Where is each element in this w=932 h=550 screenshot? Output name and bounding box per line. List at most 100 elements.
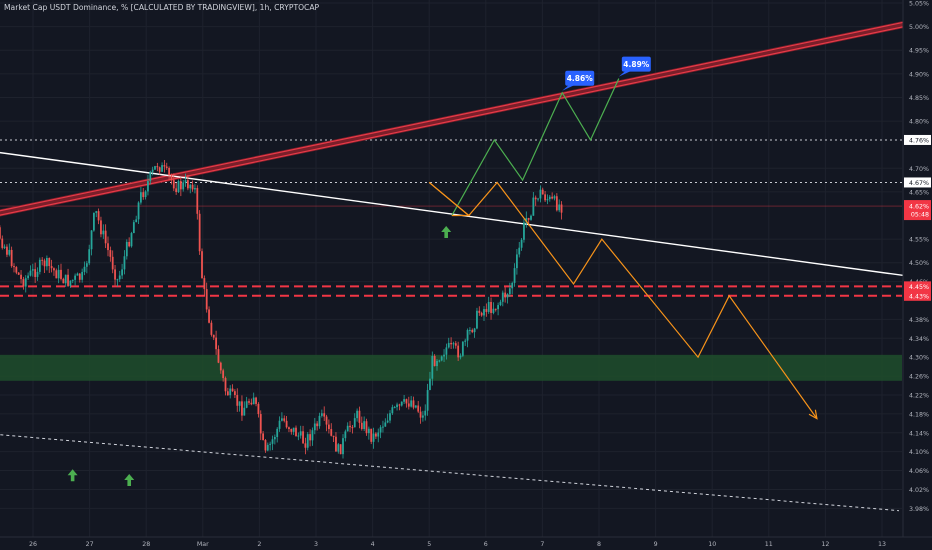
candle-down [15,267,18,273]
candle-up [90,230,93,250]
x-tick-label: 26 [29,541,37,548]
candle-up [46,257,48,267]
current-price-badge [904,200,931,221]
time-axis [0,537,932,550]
candle-up [182,182,185,190]
price-callout-box [565,70,595,86]
candle-up [377,432,380,437]
candle-up [135,219,138,223]
candle-down [504,292,507,298]
candle-up [440,356,443,361]
candle-down [255,397,257,404]
y-tick-label: 4.10% [909,449,929,456]
candle-down [210,322,213,335]
candle-up [57,269,60,279]
candle-up [238,401,241,406]
candle-down [330,429,333,436]
support-trendline [0,434,900,512]
candle-up [501,292,504,302]
candle-down [78,273,81,280]
x-tick-label: 4 [371,541,375,548]
candle-down [335,436,337,452]
candle-up [445,347,448,355]
candle-up [386,420,389,423]
candle-down [248,401,250,403]
candle-up [414,405,417,408]
candle-up [396,404,398,408]
candle-down [212,334,215,338]
candle-up [487,301,490,312]
candle-up [276,428,279,438]
candle-down [234,391,236,396]
candle-up [245,401,248,408]
candle-up [74,275,76,280]
price-level-badge-label: 4.67% [909,180,929,187]
candle-up [497,305,499,310]
candle-down [224,378,227,392]
candle-up [459,355,462,358]
candle-up [320,413,323,416]
arrow-up-icon [441,226,452,239]
candle-up [306,434,309,448]
resistance-trendline [0,15,932,212]
candle-down [20,274,22,280]
candle-up [144,191,147,198]
candle-up [69,280,72,286]
candle-down [203,278,206,290]
candle-down [10,249,13,267]
candle-up [492,308,495,313]
y-tick-label: 4.34% [909,336,929,343]
callout-pointer [562,84,576,91]
white-trend-trendline [0,151,932,281]
candle-down [490,301,492,313]
y-tick-label: 4.70% [909,166,929,173]
x-tick-label: 9 [654,541,658,548]
y-tick-label: 5.05% [909,1,929,8]
candle-down [114,269,116,280]
candle-down [142,192,145,198]
candle-up [271,439,274,444]
y-tick-label: 4.06% [909,468,929,475]
candle-down [43,260,46,267]
candle-down [236,395,239,406]
candle-down [480,312,483,316]
candle-up [118,275,121,280]
candle-up [273,437,276,440]
y-tick-label: 4.18% [909,411,929,418]
y-tick-label: 4.90% [909,71,929,78]
x-tick-label: 11 [765,541,773,548]
candle-down [6,246,8,255]
arrow-up-icon [124,473,135,486]
candle-down [370,428,373,442]
price-level-badge-label: 4.43% [909,293,929,300]
resistance-trendline-glow [0,14,932,217]
candle-up [518,247,521,255]
projection-arrowhead [808,409,818,420]
candle-down [295,427,297,437]
candle-up [281,418,283,421]
candle-up [299,431,302,436]
candle-up [154,166,156,170]
candle-up [436,360,438,367]
candle-down [67,274,69,286]
candle-down [262,433,264,440]
y-tick-label: 4.80% [909,119,929,126]
candle-down [316,423,319,427]
candle-up [161,165,163,172]
candle-down [219,362,222,371]
candle-down [433,355,436,367]
candle-up [548,196,551,200]
y-tick-label: 4.38% [909,317,929,324]
candle-down [55,270,58,279]
candle-up [422,415,424,418]
candle-up [447,342,450,348]
candle-up [243,407,246,416]
y-tick-label: 5.00% [909,24,929,31]
candle-down [534,197,537,200]
candle-up [452,343,455,345]
candle-up [483,309,485,316]
y-tick-label: 4.65% [909,189,929,196]
candle-down [107,243,109,251]
candle-up [393,407,396,409]
